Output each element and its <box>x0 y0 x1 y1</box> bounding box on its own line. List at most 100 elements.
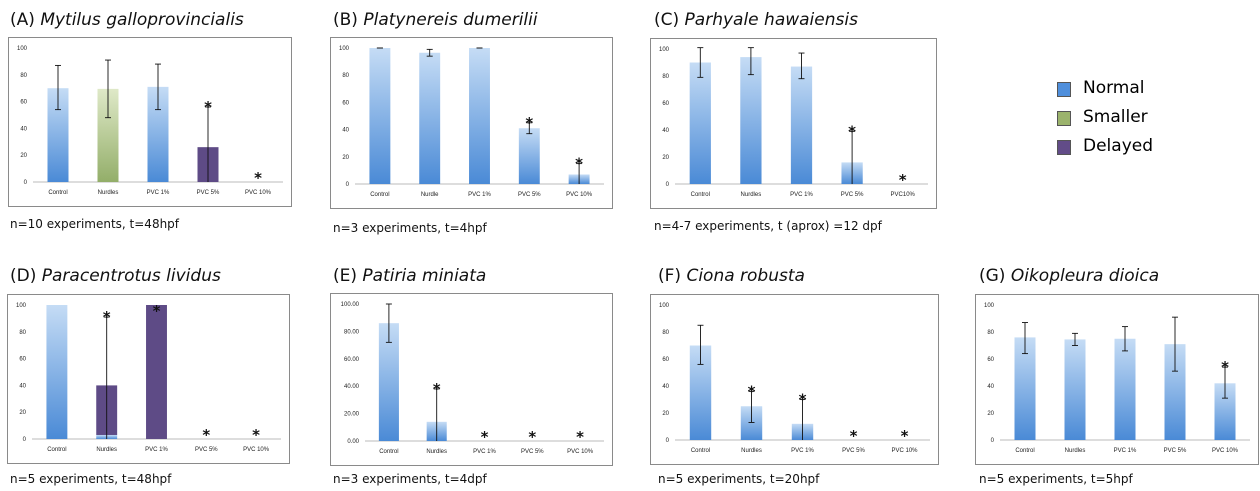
y-tick-label: 40.00 <box>344 384 360 390</box>
y-tick-label: 20 <box>20 153 27 159</box>
x-tick-label: PVC 1% <box>145 447 168 453</box>
legend-label-smaller: Smaller <box>1083 107 1148 127</box>
bar-normal-control <box>689 62 711 184</box>
bar-normal-nurdles <box>1064 339 1086 440</box>
y-tick-label: 80 <box>20 73 27 79</box>
x-tick-label: Control <box>691 192 710 198</box>
x-tick-label: PVC 10% <box>243 447 270 453</box>
x-tick-label: Nurdles <box>426 449 447 455</box>
y-tick-label: 0 <box>24 180 28 186</box>
x-tick-label: Nurdles <box>98 190 119 196</box>
error-bar-pvc-5 <box>205 106 211 182</box>
x-tick-label: Control <box>48 190 67 196</box>
y-tick-label: 100 <box>659 303 670 309</box>
x-tick-label: PVC 10% <box>891 448 918 454</box>
x-tick-label: PVC 10% <box>1212 448 1239 454</box>
error-bar-pvc-5 <box>1172 316 1178 372</box>
significance-marker: * <box>799 391 807 409</box>
y-tick-label: 40 <box>19 383 26 389</box>
panel-f-chart: 0 20 40 60 80 100 Control * Nurdles * PVC 1% * PVC 5… <box>650 294 939 465</box>
significance-marker: * <box>901 427 909 445</box>
y-tick-label: 60 <box>19 357 26 363</box>
significance-marker: * <box>528 428 536 446</box>
x-tick-label: Control <box>370 192 389 198</box>
significance-marker: * <box>575 155 583 173</box>
panel-e-chart: 0.00 20.00 40.00 60.00 80.00 100.00 Control * Nu… <box>330 293 613 466</box>
panel-f-title: (F) Ciona robusta <box>658 266 805 286</box>
panel-f-note: n=5 experiments, t=20hpf <box>658 472 820 486</box>
bar-normal-control <box>1014 337 1036 440</box>
panel-g-chart: 0 20 40 60 80 100 Control Nurdles PVC 1% PVC 5% * P… <box>975 294 1259 465</box>
x-tick-label: PVC 10% <box>567 449 594 455</box>
bar-normal-nurdles <box>740 57 762 184</box>
error-bar-control <box>697 47 704 78</box>
y-tick-label: 80 <box>662 74 669 80</box>
y-tick-label: 80 <box>987 330 994 336</box>
bar-normal-pvc-1 <box>790 66 813 184</box>
error-bar-nurdles <box>747 47 754 76</box>
significance-marker: * <box>748 382 756 400</box>
error-bar-control <box>1022 322 1028 355</box>
legend-swatch-delayed <box>1057 140 1071 155</box>
y-tick-label: 20 <box>19 410 26 416</box>
y-tick-label: 80 <box>342 73 349 79</box>
bar-normal-control <box>689 345 712 440</box>
y-tick-label: 0 <box>23 437 27 443</box>
significance-marker: * <box>576 428 584 446</box>
x-tick-label: PVC 1% <box>473 449 496 455</box>
y-tick-label: 60 <box>342 100 349 106</box>
legend-swatch-smaller <box>1057 111 1071 126</box>
panel-b-title: (B) Platynereis dumerilii <box>333 10 538 30</box>
chart-svg: 0 20 40 60 80 100 Control Nurdles PVC 1% PVC 5% * P… <box>984 303 1250 454</box>
y-tick-label: 20.00 <box>344 412 360 418</box>
bar-normal-control <box>378 323 399 441</box>
legend-label-delayed: Delayed <box>1083 136 1154 156</box>
y-tick-label: 20 <box>662 411 669 417</box>
panel-e-note: n=3 experiments, t=4dpf <box>333 472 487 486</box>
panel-c-note: n=4-7 experiments, t (aprox) =12 dpf <box>654 219 882 233</box>
y-tick-label: 100 <box>659 47 670 53</box>
x-tick-label: PVC 5% <box>518 192 541 198</box>
y-tick-label: 20 <box>987 411 994 417</box>
y-tick-label: 60 <box>662 101 669 107</box>
x-tick-label: PVC 1% <box>790 192 813 198</box>
error-bar-pvc-10 <box>1222 366 1228 399</box>
x-tick-label: Nurdles <box>741 192 762 198</box>
y-tick-label: 100 <box>339 46 350 52</box>
error-bar-nurdles <box>1072 332 1078 346</box>
panel-b-note: n=3 experiments, t=4hpf <box>333 221 487 235</box>
error-bar-pvc-1 <box>798 52 805 80</box>
panel-g-title: (G) Oikopleura dioica <box>979 266 1160 286</box>
error-bar-pvc-5 <box>526 122 533 135</box>
significance-marker: * <box>254 169 262 187</box>
bar-normal-nurdles <box>740 406 763 440</box>
x-tick-label: PVC 5% <box>841 192 864 198</box>
bar-normal-control <box>369 48 391 184</box>
error-bar-nurdles <box>103 316 110 439</box>
y-tick-label: 40 <box>662 128 669 134</box>
error-bar-nurdles <box>433 388 440 441</box>
error-bar-pvc-1 <box>155 63 161 111</box>
error-bar-pvc-10 <box>576 163 583 184</box>
y-tick-label: 0 <box>666 438 670 444</box>
error-bar-pvc-1 <box>1122 326 1128 352</box>
x-tick-label: PVC 5% <box>842 448 865 454</box>
x-tick-label: PVC 5% <box>197 190 220 196</box>
y-tick-label: 0 <box>991 438 995 444</box>
significance-marker: * <box>153 302 161 320</box>
error-bar-control <box>385 303 392 343</box>
significance-marker: * <box>433 380 441 398</box>
significance-marker: * <box>204 98 212 116</box>
y-tick-label: 100.00 <box>341 302 360 308</box>
bar-normal-pvc-1 <box>1114 338 1136 440</box>
significance-marker: * <box>252 426 260 444</box>
panel-c-title: (C) Parhyale hawaiensis <box>654 10 858 30</box>
x-tick-label: Control <box>47 447 66 453</box>
chart-svg: 0 20 40 60 80 100 Control * Nurdles * PVC 1% * PVC 5… <box>16 302 281 453</box>
chart-svg: 0.00 20.00 40.00 60.00 80.00 100.00 Control * Nu… <box>341 302 604 455</box>
x-tick-label: PVC 10% <box>566 192 593 198</box>
error-bar-nurdles <box>105 59 111 119</box>
x-tick-label: PVC 1% <box>1114 448 1137 454</box>
panel-d-note: n=5 experiments, t=48hpf <box>10 472 172 486</box>
y-tick-label: 100 <box>17 46 28 52</box>
